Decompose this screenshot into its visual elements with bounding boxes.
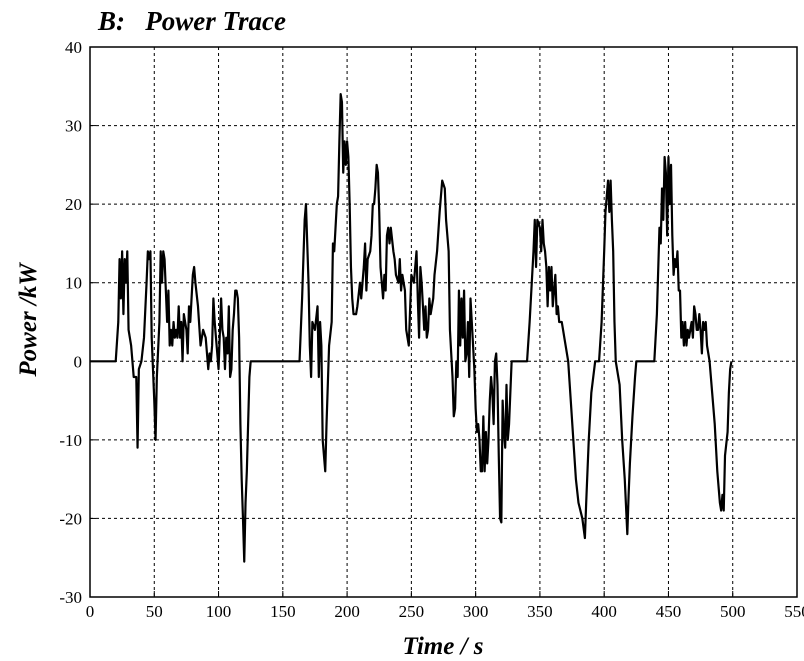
x-axis-label: Time / s xyxy=(402,633,483,660)
x-tick-label: 0 xyxy=(86,602,95,621)
x-tick-label: 150 xyxy=(270,602,296,621)
x-tick-label: 300 xyxy=(463,602,489,621)
x-tick-label: 550 xyxy=(784,602,804,621)
x-tick-label: 500 xyxy=(720,602,746,621)
chart-title: B: Power Trace xyxy=(97,6,286,36)
y-tick-label: 40 xyxy=(65,38,82,57)
plot-area xyxy=(90,47,797,597)
y-tick-label: -30 xyxy=(59,588,82,607)
x-tick-label: 50 xyxy=(146,602,163,621)
x-tick-label: 200 xyxy=(334,602,360,621)
y-tick-label: 30 xyxy=(65,117,82,136)
y-tick-label: 0 xyxy=(74,352,83,371)
x-tick-label: 100 xyxy=(206,602,232,621)
x-tick-label: 450 xyxy=(656,602,682,621)
x-tick-label: 400 xyxy=(591,602,617,621)
x-tick-label: 350 xyxy=(527,602,553,621)
y-tick-label: -20 xyxy=(59,509,82,528)
y-axis-label: Power /kW xyxy=(15,262,42,378)
plot-frame xyxy=(89,46,798,598)
y-tick-label: 10 xyxy=(65,274,82,293)
power-trace xyxy=(90,93,733,563)
y-tick-label: -10 xyxy=(59,431,82,450)
y-tick-label: 20 xyxy=(65,195,82,214)
x-tick-label: 250 xyxy=(399,602,425,621)
